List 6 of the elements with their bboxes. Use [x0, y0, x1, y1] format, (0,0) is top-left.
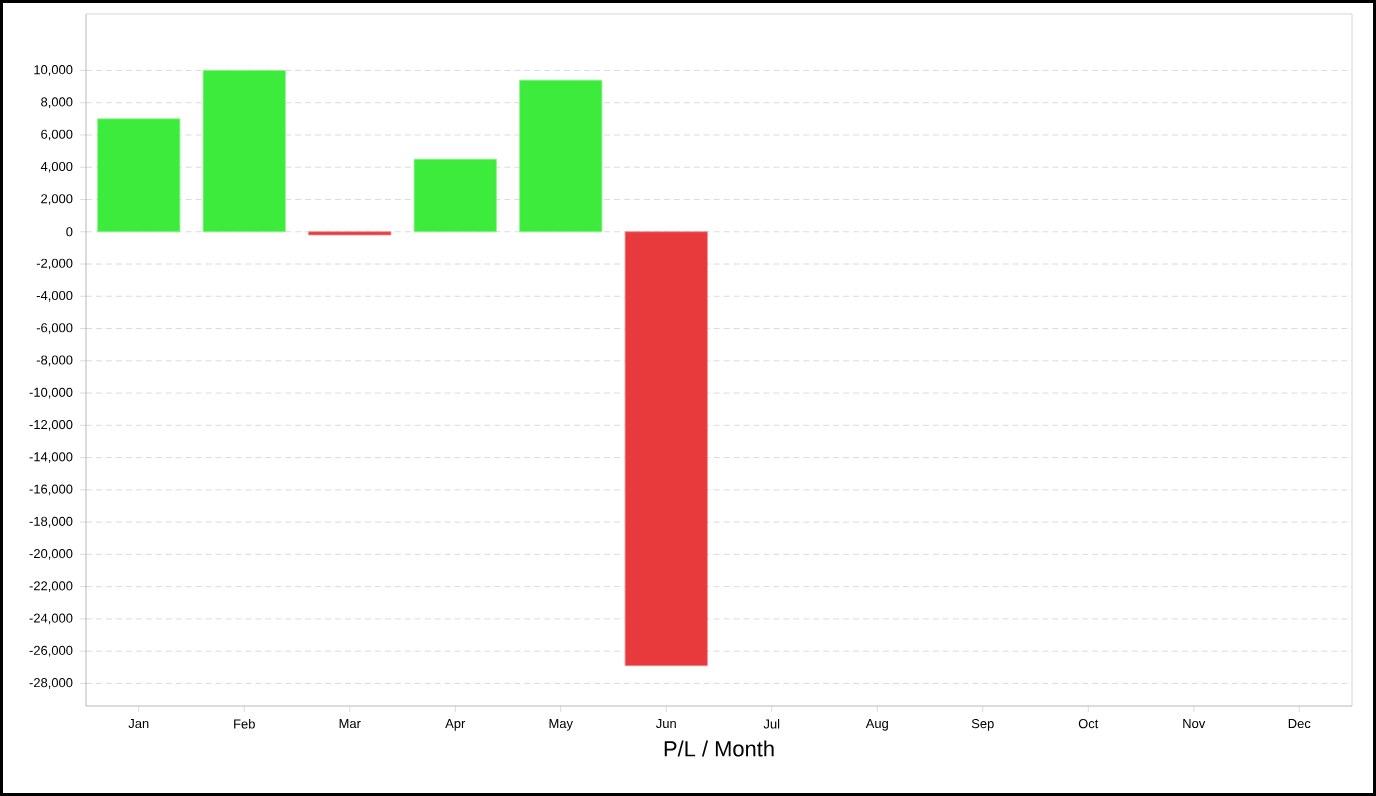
bar: [97, 118, 181, 233]
bar: [519, 79, 603, 233]
x-axis-title: P/L / Month: [664, 740, 774, 757]
bar: [413, 158, 497, 233]
bar: [202, 70, 286, 233]
bar: [624, 231, 708, 667]
